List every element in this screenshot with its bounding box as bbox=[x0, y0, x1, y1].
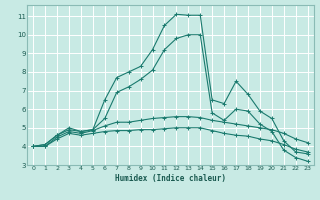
X-axis label: Humidex (Indice chaleur): Humidex (Indice chaleur) bbox=[115, 174, 226, 183]
